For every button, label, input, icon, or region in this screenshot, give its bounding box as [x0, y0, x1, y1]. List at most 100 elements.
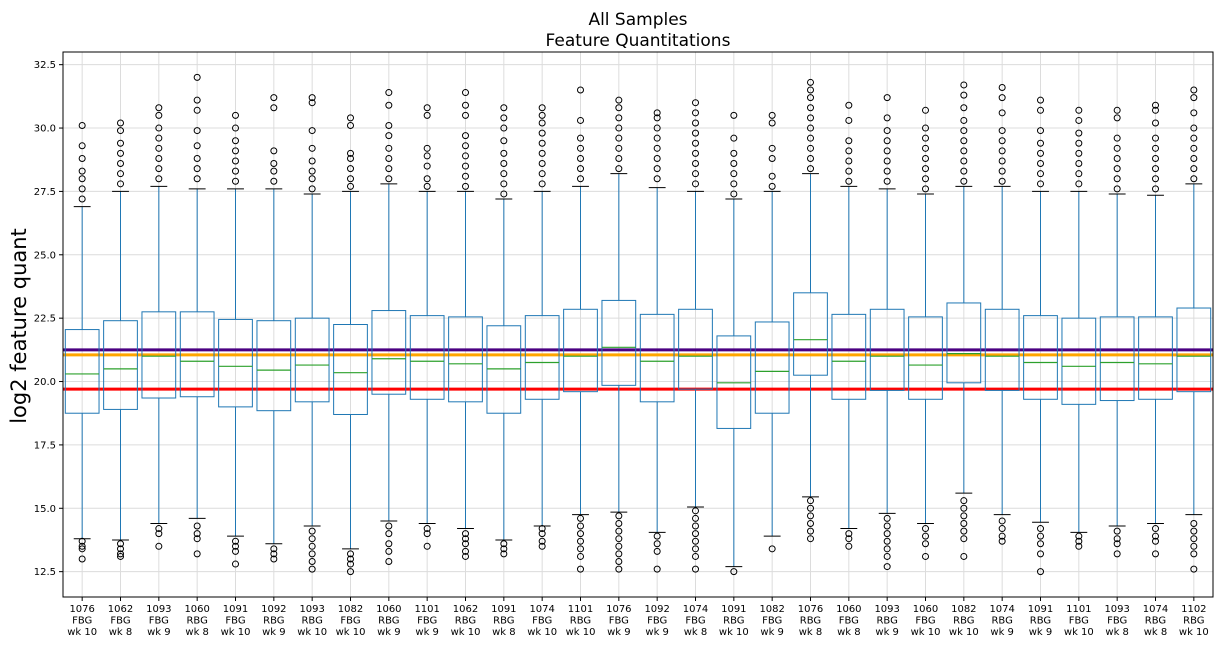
- outlier-point: [423, 175, 431, 183]
- outlier-point: [385, 175, 393, 183]
- outlier-point: [155, 144, 163, 152]
- y-tick-label: 27.5: [34, 187, 56, 198]
- x-tick-label-line: FBG: [417, 616, 437, 627]
- outlier-point: [193, 535, 201, 543]
- outlier-point: [1037, 96, 1044, 104]
- outlier-point: [998, 525, 1006, 533]
- outlier-point: [500, 190, 508, 198]
- x-tick-label: 1076 FBG wk 9: [606, 604, 631, 638]
- outlier-point: [117, 127, 124, 135]
- outlier-point: [883, 537, 891, 545]
- outlier-point: [807, 519, 814, 527]
- outlier-point: [922, 532, 929, 540]
- outlier-point: [385, 144, 393, 152]
- outlier-point: [922, 525, 929, 533]
- iqr-box: [486, 325, 522, 414]
- outlier-point: [922, 175, 929, 183]
- outlier-point: [1113, 535, 1121, 543]
- outlier-point: [1113, 175, 1121, 183]
- box-28: [1099, 106, 1135, 558]
- outlier-point: [78, 122, 86, 130]
- x-tick-label-line: wk 8: [1144, 627, 1168, 638]
- x-tick-label-line: wk 8: [837, 627, 861, 638]
- box-23: [908, 106, 943, 560]
- x-tick-label: 1060 RBG wk 8: [184, 604, 209, 638]
- outlier-point: [1113, 154, 1121, 162]
- outlier-point: [960, 177, 968, 185]
- outlier-point: [347, 568, 354, 576]
- x-tick-label: 1091 RBG wk 8: [491, 604, 516, 638]
- x-tick-label-line: wk 9: [377, 627, 401, 638]
- outlier-point: [155, 542, 163, 550]
- outlier-point: [500, 170, 508, 178]
- box-3: [141, 104, 177, 550]
- x-tick-label: 1062 RBG wk 10: [451, 604, 481, 638]
- outlier-point: [730, 134, 738, 142]
- outlier-point: [385, 122, 393, 130]
- outlier-point: [308, 157, 316, 165]
- x-tick-label-line: FBG: [915, 616, 935, 627]
- outlier-point: [653, 144, 661, 152]
- outlier-point: [270, 94, 278, 102]
- outlier-point: [538, 119, 546, 127]
- outlier-point: [308, 99, 316, 107]
- outlier-point: [308, 535, 316, 543]
- y-tick-label: 15.0: [34, 504, 56, 515]
- outlier-point: [308, 144, 316, 152]
- x-tick-label-line: wk 10: [719, 627, 749, 638]
- outlier-point: [1190, 144, 1198, 152]
- outlier-point: [1075, 170, 1083, 178]
- box-12: [486, 104, 522, 558]
- outlier-point: [1075, 106, 1083, 114]
- outlier-point: [270, 177, 278, 185]
- outlier-point: [960, 535, 968, 543]
- outlier-point: [998, 137, 1006, 145]
- x-tick-label-line: 1093: [1104, 604, 1129, 615]
- outlier-point: [423, 182, 431, 190]
- x-tick-label: 1082 FBG wk 9: [759, 604, 784, 638]
- box-6: [256, 94, 292, 563]
- box-5: [218, 111, 253, 568]
- outlier-point: [653, 547, 661, 555]
- x-tick-label-line: wk 10: [911, 627, 941, 638]
- x-tick-label-line: FBG: [340, 616, 360, 627]
- box-25: [984, 83, 1020, 545]
- outlier-point: [960, 104, 968, 112]
- outlier-point: [1152, 175, 1159, 183]
- outlier-point: [117, 170, 124, 178]
- iqr-box: [1061, 317, 1097, 405]
- outlier-point: [347, 114, 354, 122]
- x-tick-label-line: 1091: [1028, 604, 1053, 615]
- outlier-point: [193, 165, 201, 173]
- x-tick-label-line: wk 9: [147, 627, 171, 638]
- outlier-point: [1037, 149, 1044, 157]
- x-tick-label: 1091 FBG wk 10: [221, 604, 251, 638]
- outlier-point: [730, 568, 738, 576]
- outlier-point: [577, 86, 584, 94]
- outlier-point: [117, 550, 124, 558]
- outlier-point: [1113, 114, 1121, 122]
- y-tick-label: 32.5: [34, 60, 56, 71]
- x-tick-label-line: wk 8: [1105, 627, 1129, 638]
- x-tick-label-line: wk 10: [451, 627, 481, 638]
- outlier-point: [960, 497, 968, 505]
- outlier-point: [462, 552, 469, 560]
- outlier-point: [423, 542, 431, 550]
- x-tick-label-line: 1102: [1181, 604, 1206, 615]
- outlier-point: [347, 149, 354, 157]
- outlier-point: [653, 532, 661, 540]
- outlier-point: [883, 522, 891, 530]
- outlier-point: [1037, 170, 1044, 178]
- x-tick-label-line: RBG: [1145, 616, 1166, 627]
- x-tick-label-line: 1074: [529, 604, 554, 615]
- outlier-point: [845, 147, 853, 155]
- outlier-point: [577, 537, 584, 545]
- outlier-point: [385, 522, 393, 530]
- iqr-box: [678, 308, 713, 390]
- outlier-point: [423, 104, 431, 112]
- outlier-point: [692, 545, 699, 553]
- outlier-point: [347, 555, 354, 563]
- outlier-point: [462, 547, 469, 555]
- outlier-point: [1190, 527, 1198, 535]
